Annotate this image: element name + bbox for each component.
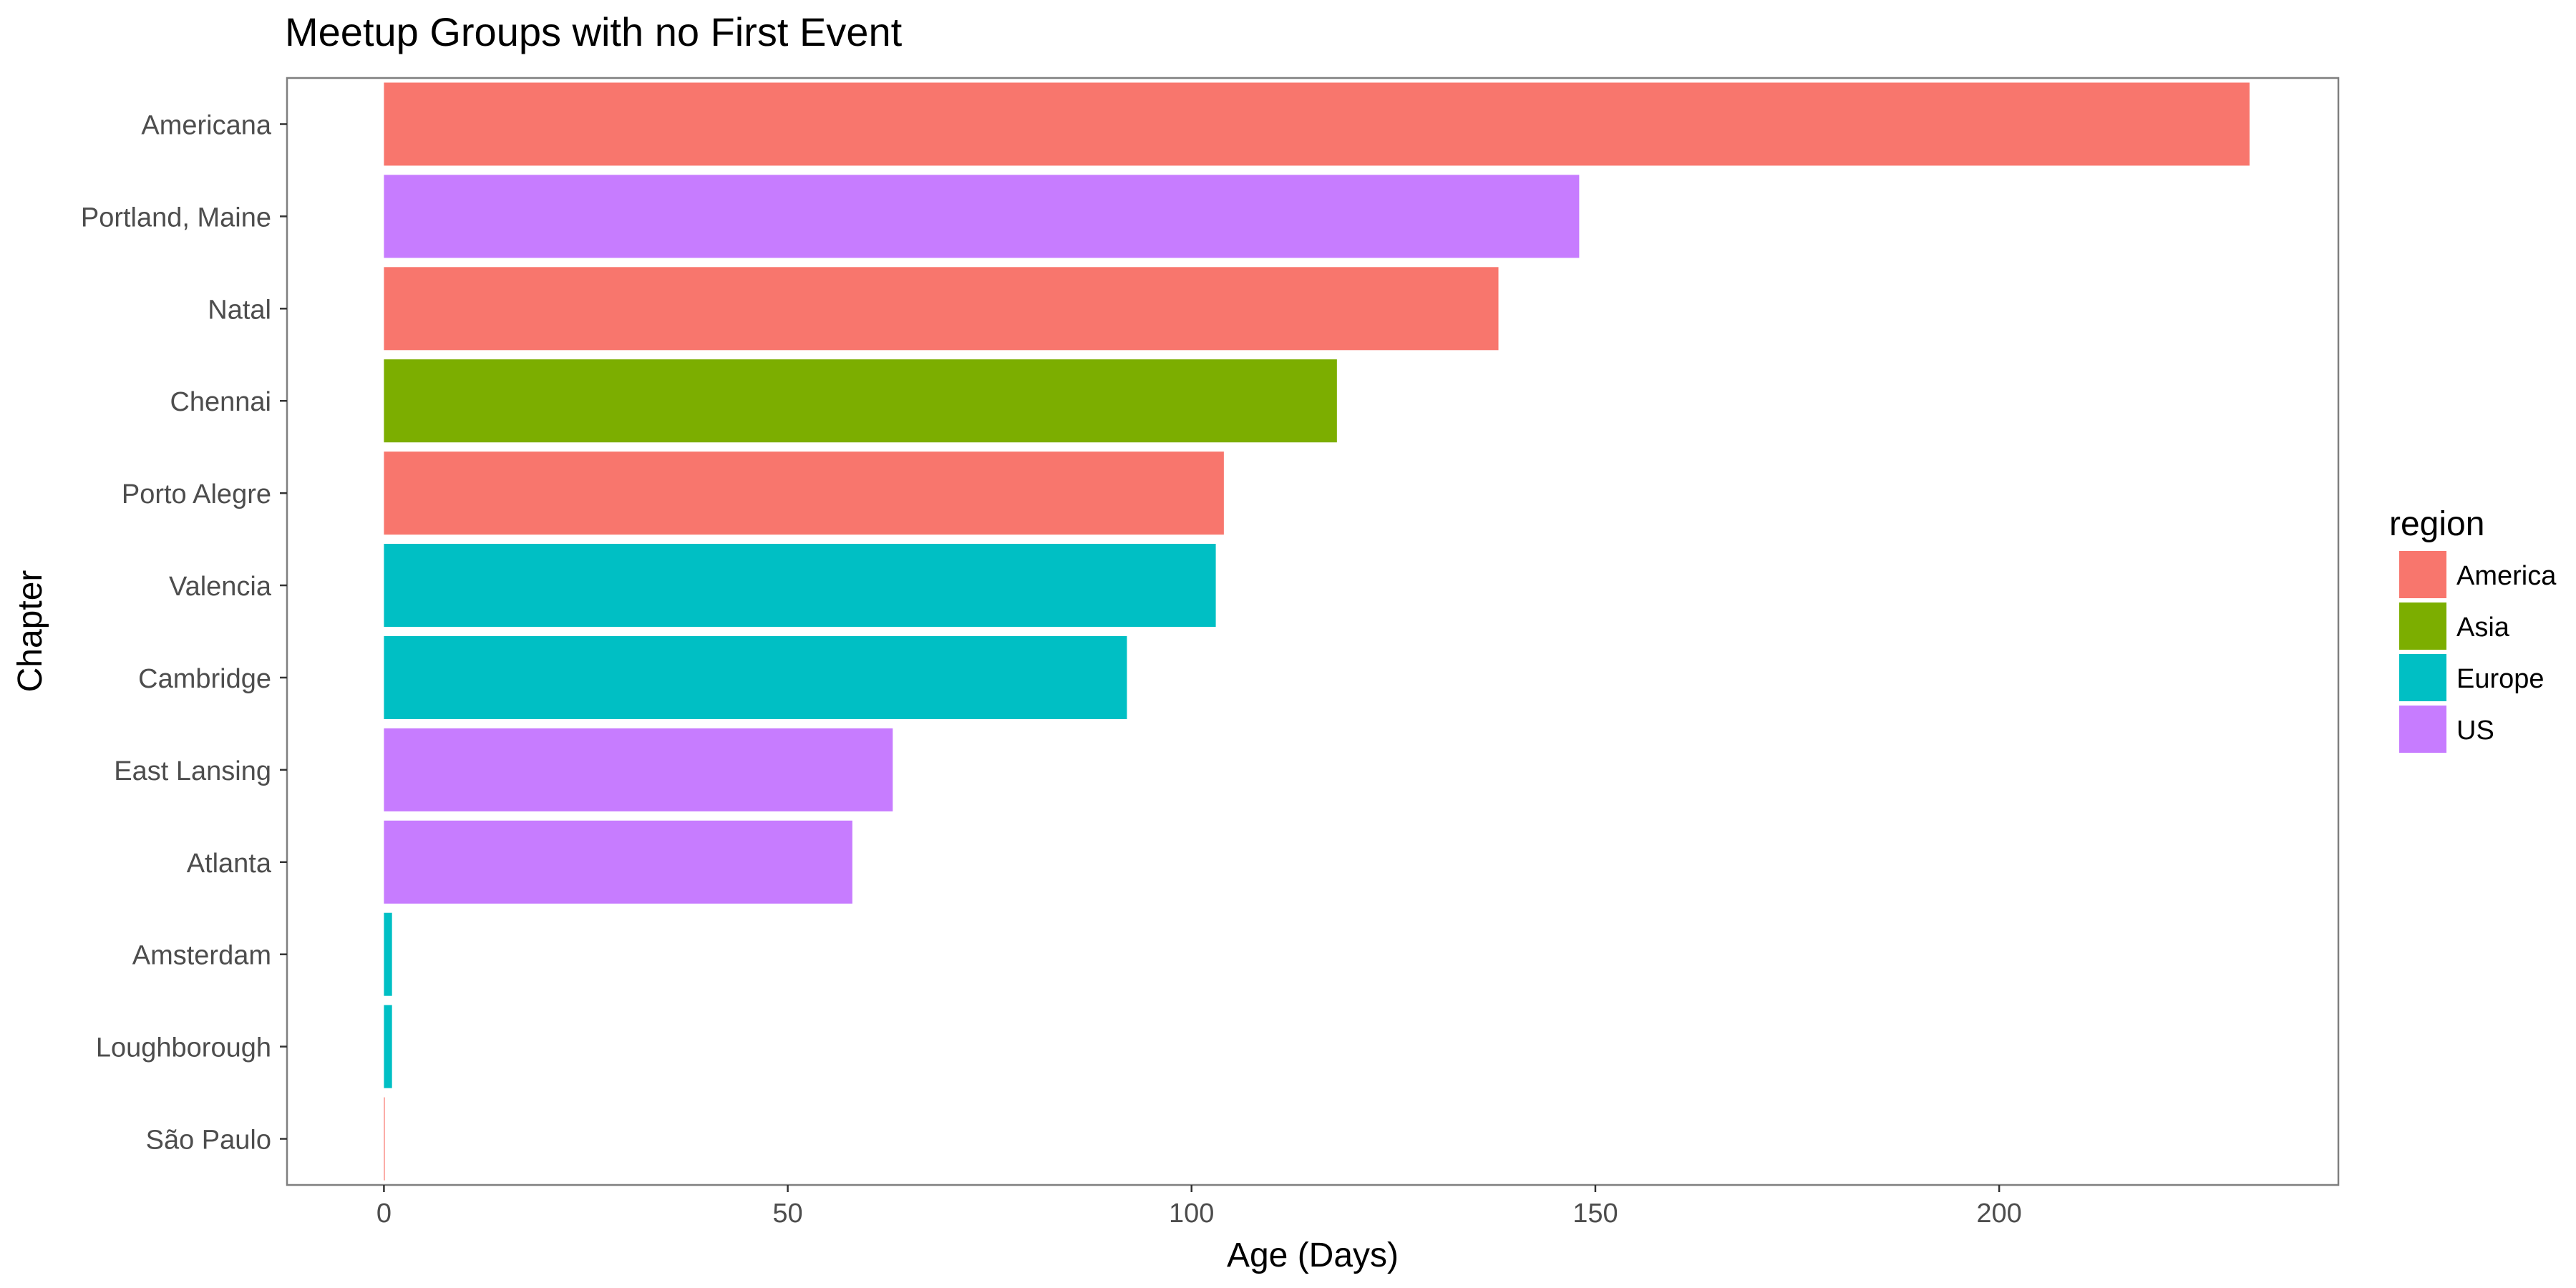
y-tick-label: East Lansing bbox=[114, 756, 271, 786]
legend-label-asia: Asia bbox=[2456, 613, 2510, 643]
legend-key-us bbox=[2399, 706, 2446, 753]
y-tick-label: Amsterdam bbox=[132, 941, 271, 971]
bar-east-lansing bbox=[384, 728, 893, 811]
y-tick-label: Porto Alegre bbox=[122, 479, 271, 509]
bar-natal bbox=[384, 267, 1499, 351]
y-tick-label: Natal bbox=[208, 295, 271, 325]
y-tick-label: Chennai bbox=[170, 387, 271, 417]
x-tick-label: 100 bbox=[1169, 1199, 1214, 1229]
bar-chennai bbox=[384, 359, 1337, 443]
y-tick-label: Portland, Maine bbox=[81, 203, 271, 233]
bar-portland-maine bbox=[384, 175, 1580, 258]
legend-key-asia bbox=[2399, 602, 2446, 650]
legend: region America Asia Europe US bbox=[2389, 505, 2557, 753]
y-axis: Americana Portland, Maine Natal Chennai Port… bbox=[81, 110, 287, 1156]
y-axis-title: Chapter bbox=[11, 570, 49, 693]
x-axis: 0 50 100 150 200 bbox=[376, 1185, 2022, 1229]
x-tick-label: 200 bbox=[1976, 1199, 2021, 1229]
y-tick-label: Valencia bbox=[169, 572, 272, 602]
y-tick-label: Atlanta bbox=[187, 849, 272, 879]
bar-porto-alegre bbox=[384, 452, 1224, 535]
legend-key-america bbox=[2399, 551, 2446, 598]
bar-amsterdam bbox=[384, 912, 392, 996]
bar-cambridge bbox=[384, 635, 1127, 719]
legend-label-europe: Europe bbox=[2456, 664, 2545, 694]
legend-key-europe bbox=[2399, 654, 2446, 701]
bar-americana bbox=[384, 82, 2250, 166]
legend-title: region bbox=[2389, 505, 2484, 543]
legend-label-america: America bbox=[2456, 561, 2557, 591]
x-tick-label: 0 bbox=[376, 1199, 392, 1229]
bar-valencia bbox=[384, 544, 1216, 628]
bar-loughborough bbox=[384, 1005, 392, 1088]
y-tick-label: Americana bbox=[141, 110, 271, 140]
x-axis-title: Age (Days) bbox=[1227, 1236, 1399, 1274]
y-tick-label: São Paulo bbox=[146, 1126, 271, 1156]
chart-title: Meetup Groups with no First Event bbox=[285, 9, 903, 54]
y-tick-label: Cambridge bbox=[138, 664, 271, 694]
legend-label-us: US bbox=[2456, 716, 2494, 746]
plot-panel bbox=[286, 77, 2340, 1186]
x-tick-label: 50 bbox=[772, 1199, 802, 1229]
y-tick-label: Loughborough bbox=[96, 1033, 271, 1063]
bars-group bbox=[384, 82, 2250, 1181]
x-tick-label: 150 bbox=[1573, 1199, 1618, 1229]
bar-atlanta bbox=[384, 820, 852, 904]
